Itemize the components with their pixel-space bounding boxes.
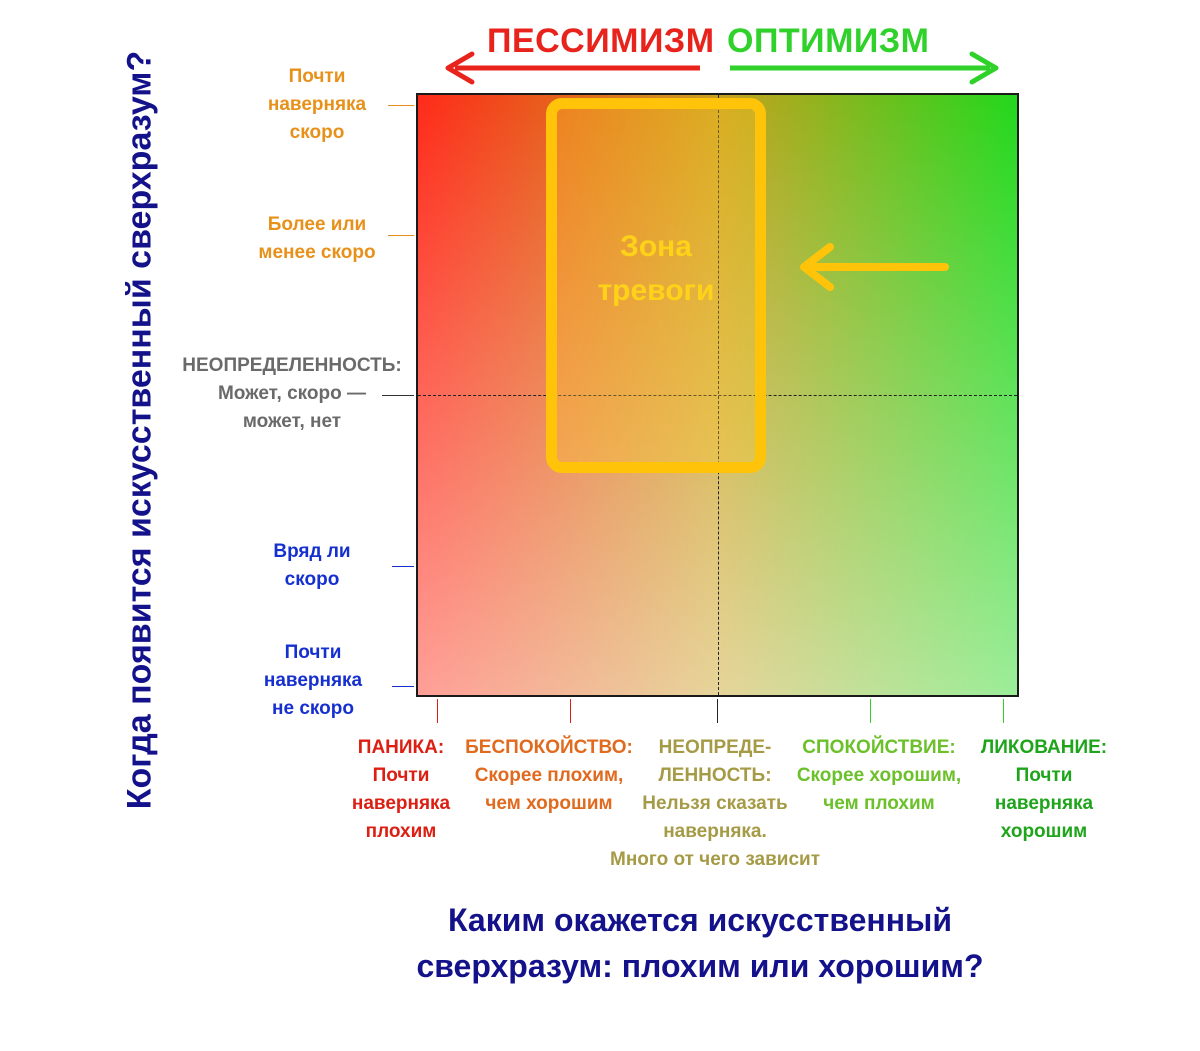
horizontal-midline [418, 395, 1017, 396]
x-tick [570, 699, 571, 723]
y-label-line: может, нет [242, 411, 342, 432]
quadrant-grid [416, 93, 1019, 697]
x-axis-title-line2: сверхразум: плохим или хорошим? [416, 948, 984, 984]
optimism-label: ОПТИМИЗМ [727, 22, 930, 60]
x-label-line: Много от чего зависит [610, 849, 820, 870]
x-tick [717, 699, 718, 723]
y-axis-title: Когда появится искусственный сверхразум? [120, 50, 159, 810]
pessimism-label: ПЕССИМИЗМ [487, 22, 715, 60]
y-tick [388, 235, 414, 236]
x-label-panic: ПАНИКА: Почти наверняка плохим [340, 734, 462, 846]
x-label-line: хорошим [1000, 821, 1088, 842]
y-label-line: НЕОПРЕДЕЛЕННОСТЬ: [182, 355, 402, 376]
x-label-uncertainty: НЕОПРЕДЕ- ЛЕННОСТЬ: Нельзя сказать навер… [590, 734, 840, 874]
x-axis-title: Каким окажется искусственный сверхразум:… [300, 897, 1100, 989]
y-label-line: не скоро [272, 698, 354, 719]
x-label-line: плохим [365, 821, 437, 842]
x-label-line: Почти [1015, 765, 1073, 786]
x-label-line: Скорее плохим, [474, 765, 624, 786]
x-tick [870, 699, 871, 723]
y-label-uncertainty: НЕОПРЕДЕЛЕННОСТЬ: Может, скоро — может, … [162, 352, 422, 436]
vertical-midline [718, 95, 719, 695]
y-tick [392, 566, 414, 567]
x-label-line: БЕСПОКОЙСТВО: [465, 737, 633, 758]
y-label-line: менее скоро [258, 242, 376, 263]
y-tick [382, 395, 414, 396]
x-tick [1003, 699, 1004, 723]
y-label-more-or-less-soon: Более или менее скоро [222, 211, 412, 267]
y-label-line: Почти [288, 66, 346, 87]
y-label-line: скоро [284, 569, 340, 590]
optimism-arrow-icon [730, 51, 999, 85]
y-label-line: Вряд ли [273, 541, 351, 562]
y-tick [392, 686, 414, 687]
x-label-line: СПОКОЙСТВИЕ: [802, 737, 956, 758]
x-label-line: ЛЕННОСТЬ: [658, 765, 772, 786]
x-label-line: наверняка [351, 793, 451, 814]
x-label-line: чем плохим [823, 793, 935, 814]
x-label-line: Почти [372, 765, 430, 786]
anxiety-zone-label: Зона тревоги [546, 225, 766, 313]
zone-pointer-arrow-icon [800, 243, 949, 291]
y-label-almost-certainly-soon: Почти наверняка скоро [232, 63, 402, 147]
x-label-line: Нельзя сказать [642, 793, 788, 814]
x-label-line: Скорее хорошим, [796, 765, 962, 786]
x-tick [437, 699, 438, 723]
top-arrows [445, 51, 999, 85]
y-label-line: Может, скоро — [217, 383, 367, 404]
pessimism-arrow-icon [445, 51, 700, 85]
y-tick [388, 105, 414, 106]
x-label-calm: СПОКОЙСТВИЕ: Скорее хорошим, чем плохим [782, 734, 976, 818]
x-label-jubilation: ЛИКОВАНИЕ: Почти наверняка хорошим [970, 734, 1118, 846]
x-label-line: ПАНИКА: [357, 737, 445, 758]
x-label-line: наверняка. [663, 821, 767, 842]
anxiety-zone-line2: тревоги [597, 274, 715, 307]
x-label-line: ЛИКОВАНИЕ: [980, 737, 1108, 758]
x-label-line: чем хорошим [485, 793, 613, 814]
y-label-line: Почти [284, 642, 342, 663]
y-label-line: наверняка [263, 670, 363, 691]
anxiety-zone [546, 98, 766, 473]
y-label-line: Более или [267, 214, 367, 235]
x-label-line: наверняка [994, 793, 1094, 814]
x-label-line: НЕОПРЕДЕ- [658, 737, 772, 758]
anxiety-zone-line1: Зона [620, 230, 692, 263]
x-axis-title-line1: Каким окажется искусственный [447, 902, 953, 938]
y-label-line: скоро [289, 122, 345, 143]
y-label-unlikely-soon: Вряд ли скоро [232, 538, 392, 594]
y-label-line: наверняка [267, 94, 367, 115]
y-label-almost-certainly-not-soon: Почти наверняка не скоро [232, 639, 394, 723]
x-label-worry: БЕСПОКОЙСТВО: Скорее плохим, чем хорошим [458, 734, 640, 818]
